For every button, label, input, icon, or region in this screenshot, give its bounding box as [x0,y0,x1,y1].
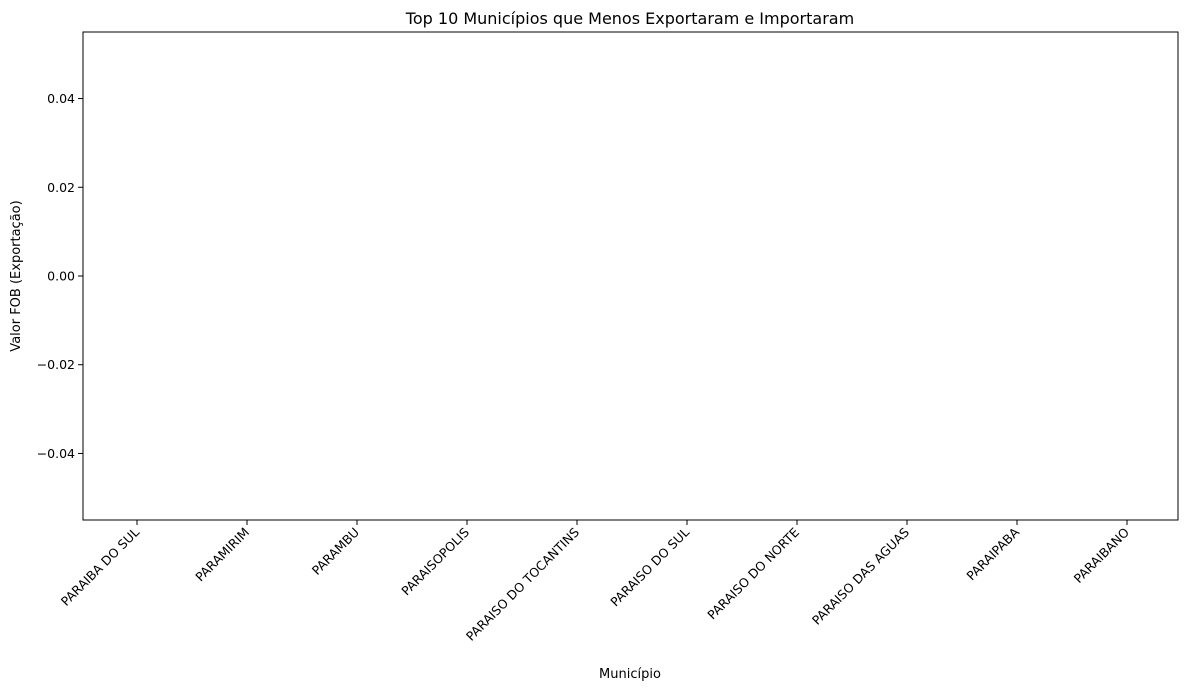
y-tick-label: 0.02 [47,180,75,195]
x-axis-label: Município [599,667,661,682]
chart-title: Top 10 Municípios que Menos Exportaram e… [405,9,854,28]
y-axis-label: Valor FOB (Exportação) [9,200,24,351]
y-tick-label: −0.04 [37,446,75,461]
y-axis: −0.04 −0.02 0.00 0.02 0.04 [37,91,83,461]
y-tick-label: 0.04 [47,91,75,106]
y-tick-label: 0.00 [47,269,75,284]
y-tick-label: −0.02 [37,357,75,372]
